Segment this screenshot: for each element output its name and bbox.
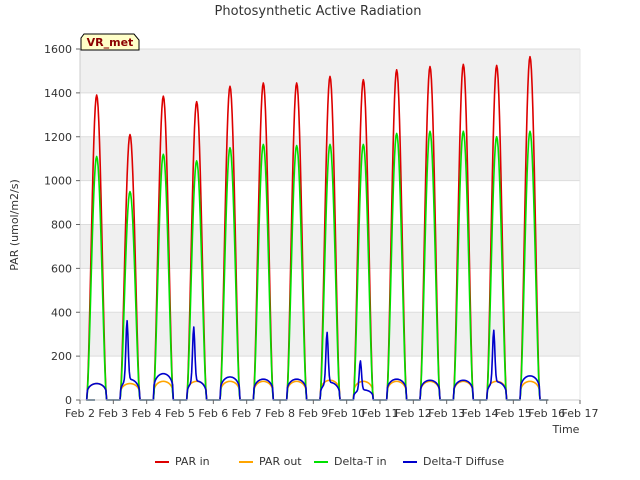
x-tick-label: Feb 16: [528, 407, 565, 420]
x-tick-label: Feb 5: [165, 407, 195, 420]
y-tick-label: 800: [51, 219, 72, 232]
legend-label: Delta-T in: [334, 455, 387, 468]
y-tick-label: 1000: [44, 175, 72, 188]
x-tick-label: Feb 7: [232, 407, 262, 420]
grid-band: [80, 49, 580, 93]
x-tick-label: Feb 15: [495, 407, 532, 420]
x-ticks: Feb 2 Feb 3 Feb 4 Feb 5 Feb 6 Feb 7 Feb 8 Feb 9…: [65, 400, 598, 420]
site-badge: VR_met: [80, 33, 140, 51]
x-tick-label: Feb 13: [428, 407, 465, 420]
y-tick-label: 1600: [44, 43, 72, 56]
legend-label: PAR out: [259, 455, 302, 468]
grid-band: [80, 224, 580, 269]
y-tick-label: 600: [51, 262, 72, 275]
legend: PAR in PAR out Delta-T in Delta-T Diffuse: [155, 455, 504, 468]
grid-band: [80, 312, 580, 357]
y-tick-label: 0: [65, 394, 72, 407]
x-tick-label: Feb 14: [462, 407, 499, 420]
x-tick-label: Feb 3: [98, 407, 128, 420]
x-tick-label: Feb 11: [362, 407, 399, 420]
grid-band: [80, 136, 580, 181]
y-ticks: 0 200 400 600 800 1000 1200 1400 1600: [44, 43, 80, 407]
x-tick-label: Feb 8: [265, 407, 295, 420]
site-badge-label: VR_met: [87, 36, 134, 49]
legend-label: Delta-T Diffuse: [423, 455, 504, 468]
x-tick-label: Feb 12: [395, 407, 432, 420]
y-tick-label: 400: [51, 306, 72, 319]
y-axis-label: PAR (umol/m2/s): [8, 179, 21, 271]
x-tick-label: Feb 6: [198, 407, 228, 420]
x-tick-label: Feb 9: [298, 407, 328, 420]
y-tick-label: 1200: [44, 131, 72, 144]
x-axis-label: Time: [552, 423, 580, 436]
x-tick-label: Feb 10: [328, 407, 365, 420]
chart-title: Photosynthetic Active Radiation: [215, 4, 422, 19]
x-tick-label: Feb 17: [562, 407, 599, 420]
x-tick-label: Feb 4: [132, 407, 162, 420]
x-tick-label: Feb 2: [65, 407, 95, 420]
y-tick-label: 200: [51, 350, 72, 363]
y-tick-label: 1400: [44, 87, 72, 100]
legend-label: PAR in: [175, 455, 210, 468]
